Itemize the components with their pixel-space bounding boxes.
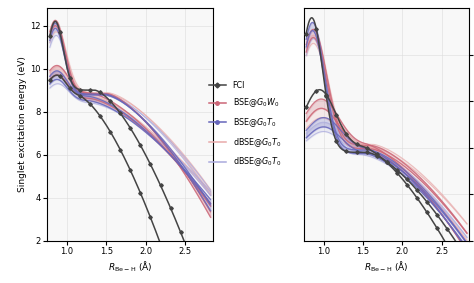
Y-axis label: Singlet excitation energy (eV): Singlet excitation energy (eV)	[18, 57, 27, 192]
Legend: FCI, BSE@$G_0W_0$, BSE@$G_0T_0$, dBSE@$G_0T_0$, dBSE@$G_0T_0$: FCI, BSE@$G_0W_0$, BSE@$G_0T_0$, dBSE@$G…	[208, 80, 283, 169]
X-axis label: $R_{\mathrm{Be-H}}$ (Å): $R_{\mathrm{Be-H}}$ (Å)	[365, 259, 409, 274]
X-axis label: $R_{\mathrm{Be-H}}$ (Å): $R_{\mathrm{Be-H}}$ (Å)	[108, 259, 152, 274]
